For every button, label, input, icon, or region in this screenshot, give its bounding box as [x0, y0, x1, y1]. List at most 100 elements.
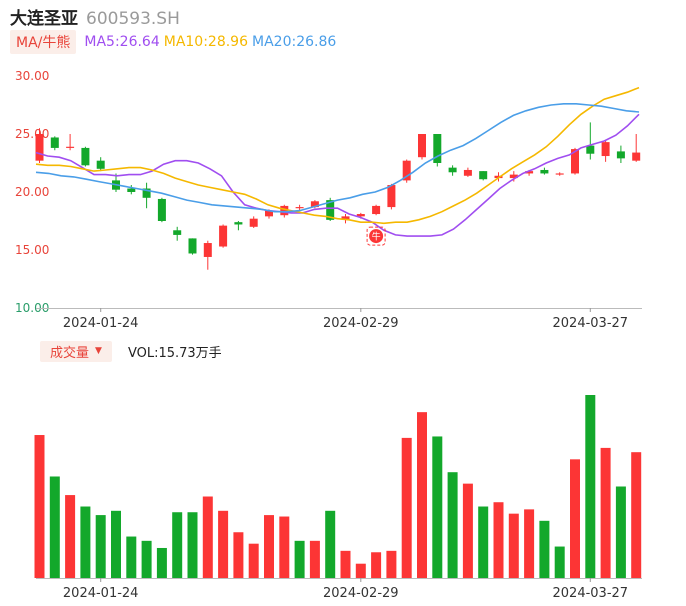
bull-marker-label: 牛	[372, 231, 381, 243]
candle-body	[127, 188, 136, 192]
volume-bar	[615, 486, 626, 578]
candle-body	[372, 205, 381, 215]
volume-bar	[325, 510, 336, 578]
bull-marker-frame	[366, 226, 386, 246]
volume-bar	[156, 547, 167, 578]
volume-bar	[401, 437, 412, 578]
candle-body	[387, 185, 396, 208]
candle-body	[433, 134, 442, 163]
volume-bar	[447, 472, 458, 578]
candle-body	[157, 198, 166, 221]
price-x-tick-label: 2024-02-29	[323, 316, 399, 331]
ma10-legend: MA10:28.96	[163, 34, 249, 50]
candle-body	[525, 171, 534, 174]
volume-bar	[34, 435, 45, 578]
y-tick-label: 10.00	[15, 301, 49, 315]
volume-bar	[309, 540, 320, 578]
volume-bar	[95, 515, 106, 578]
volume-bar	[65, 495, 76, 578]
ma-legend: MA/牛熊 MA5:26.64 MA10:28.96 MA20:26.86	[10, 30, 340, 54]
candle-body	[219, 225, 228, 247]
stock-name: 大连圣亚	[10, 9, 78, 29]
stock-code: 600593.SH	[86, 9, 180, 29]
candle-body	[66, 146, 75, 148]
candle-body	[601, 142, 610, 157]
volume-bar	[202, 496, 213, 578]
volume-bar	[80, 506, 91, 578]
candle-body	[173, 230, 182, 235]
candle-body	[295, 207, 304, 209]
candle-body	[616, 151, 625, 159]
ma5-legend: MA5:26.64	[84, 34, 160, 50]
volume-bar	[570, 459, 580, 578]
volume-bar	[508, 513, 519, 578]
candle-body	[265, 210, 273, 217]
caret-down-icon: ▼	[95, 346, 102, 356]
candle-body	[555, 173, 564, 175]
ma-selector-button[interactable]: MA/牛熊	[10, 30, 77, 54]
volume-bar	[218, 510, 229, 578]
volume-x-tick-label: 2024-02-29	[323, 586, 399, 601]
candle-body	[50, 137, 59, 148]
volume-bar	[141, 540, 152, 578]
y-tick-label: 30.00	[15, 69, 49, 83]
stock-title: 大连圣亚 600593.SH	[10, 4, 180, 29]
candle-body	[540, 169, 549, 174]
price-x-tick-label: 2024-01-24	[63, 316, 139, 331]
volume-selector-label: 成交量	[50, 345, 90, 361]
candle-body	[448, 167, 457, 173]
volume-bar	[554, 546, 565, 578]
volume-bar	[49, 476, 60, 578]
candle-body	[142, 188, 151, 198]
volume-bar	[493, 502, 504, 578]
volume-bar	[126, 536, 137, 578]
volume-bar	[631, 452, 642, 578]
volume-value: VOL:15.73万手	[127, 345, 222, 361]
candle-body	[326, 200, 335, 220]
y-tick-label: 25.00	[15, 127, 49, 141]
volume-bar	[539, 520, 550, 578]
candle-body	[586, 145, 595, 154]
volume-bar	[462, 483, 473, 578]
candle-body	[81, 147, 90, 166]
volume-bar	[172, 512, 183, 578]
volume-bar	[386, 550, 397, 578]
volume-bar	[524, 509, 535, 578]
price-x-tick-label: 2024-03-27	[553, 316, 629, 331]
volume-bar	[187, 512, 198, 578]
volume-legend: 成交量 ▼ VOL:15.73万手	[40, 340, 222, 362]
volume-x-tick-label: 2024-03-27	[553, 586, 629, 601]
candle-body	[418, 134, 426, 158]
volume-bar	[233, 532, 244, 578]
volume-bar	[294, 540, 305, 578]
volume-bar	[371, 552, 382, 578]
candle-body	[234, 222, 243, 225]
ma20-line	[35, 103, 640, 213]
volume-bar	[340, 550, 351, 578]
volume-bar	[248, 543, 259, 578]
ma5-line	[35, 113, 640, 237]
bull-marker-icon	[369, 229, 384, 244]
candle-body	[249, 218, 258, 227]
ma20-legend: MA20:26.86	[252, 34, 337, 50]
y-tick-label: 20.00	[15, 185, 49, 199]
candle-body	[509, 174, 518, 179]
volume-bar	[111, 510, 121, 578]
candle-body	[571, 149, 579, 174]
ma10-line	[35, 86, 640, 225]
volume-bar	[264, 515, 274, 578]
volume-bar	[417, 412, 427, 578]
volume-selector-button[interactable]: 成交量 ▼	[40, 340, 112, 362]
candle-body	[280, 205, 289, 216]
candle-body	[341, 216, 350, 220]
candle-body	[203, 243, 212, 257]
volume-bar	[279, 516, 290, 578]
volume-bar	[355, 563, 366, 578]
candle-body	[35, 134, 44, 161]
candle-body	[632, 152, 641, 161]
candle-body	[463, 169, 472, 176]
candle-body	[96, 160, 105, 169]
volume-bar	[600, 447, 611, 578]
y-tick-label: 15.00	[15, 243, 49, 257]
